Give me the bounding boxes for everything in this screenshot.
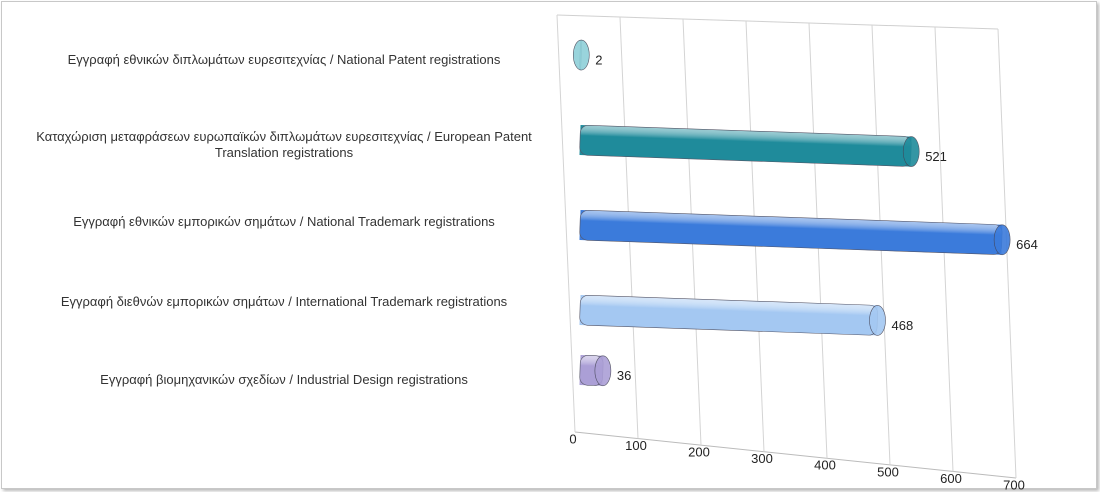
grid-line (997, 28, 1017, 479)
plot-floor (574, 431, 1017, 479)
x-tick-label: 500 (877, 464, 899, 479)
category-label: Εγγραφή εθνικών διπλωμάτων ευρεσιτεχνίας… (67, 52, 501, 67)
x-tick-label: 600 (940, 471, 962, 486)
x-tick-label: 400 (814, 458, 836, 473)
value-label: 2 (595, 52, 602, 67)
category-label: Καταχώριση μεταφράσεων ευρωπαϊκών διπλωμ… (36, 129, 532, 160)
category-label: Εγγραφή διεθνών εμπορικών σημάτων / Inte… (60, 294, 508, 309)
x-tick-label: 300 (751, 451, 773, 466)
value-label: 468 (892, 318, 914, 333)
bar-cap (902, 136, 920, 167)
bar (579, 294, 878, 336)
bar-cap (869, 305, 886, 336)
x-tick-label: 0 (569, 431, 576, 446)
x-tick-label: 700 (1003, 477, 1025, 492)
bar (579, 124, 912, 167)
bar-cap (993, 224, 1011, 256)
category-label: Εγγραφή βιομηχανικών σχεδίων / Industria… (100, 372, 468, 387)
category-label: Εγγραφή εθνικών εμπορικών σημάτων / Nati… (73, 214, 495, 229)
bar-cap (594, 355, 612, 387)
value-label: 521 (925, 149, 947, 164)
value-label: 36 (617, 368, 631, 383)
value-label: 664 (1016, 237, 1038, 252)
bar-cap (572, 39, 590, 71)
grid-line (556, 14, 576, 433)
bar (579, 209, 1003, 255)
x-tick-label: 200 (688, 445, 710, 460)
plot-wall (556, 14, 999, 30)
x-tick-label: 100 (625, 438, 647, 453)
